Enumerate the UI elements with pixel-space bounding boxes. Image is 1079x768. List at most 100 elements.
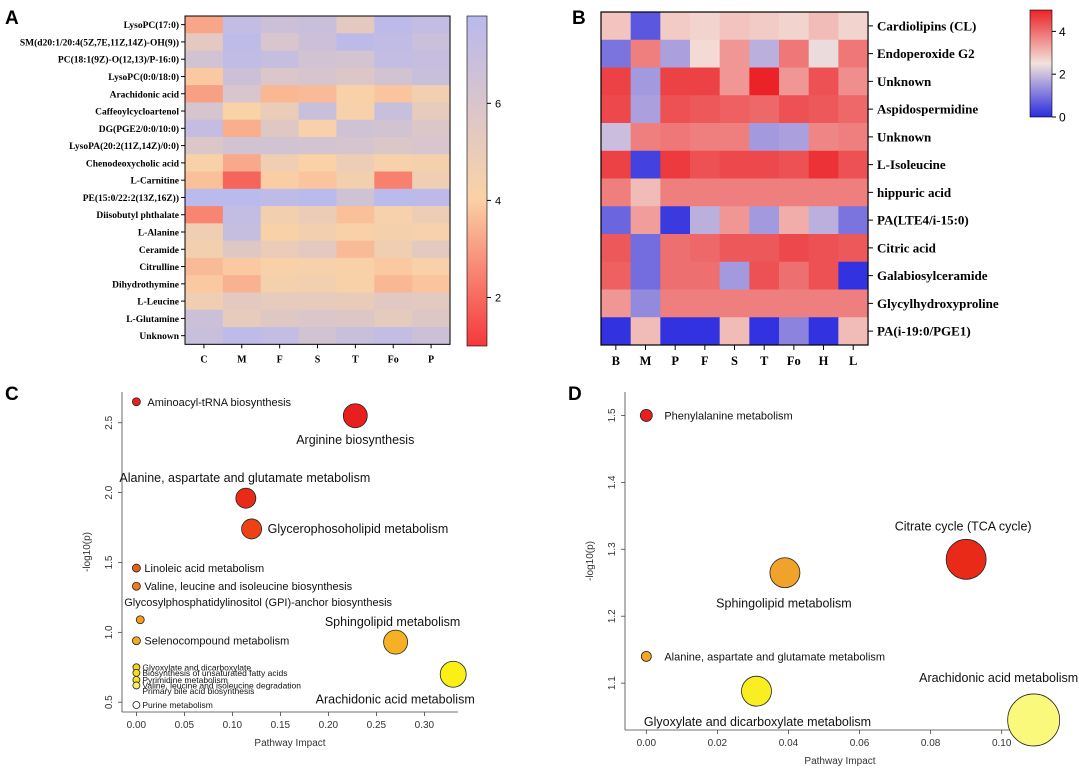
heat-cell [222, 171, 262, 190]
col-label: Fo [388, 354, 399, 365]
heatmap-b: Cardiolipins (CL) Endoperoxide G2 Unknown A… [600, 9, 1066, 368]
col-label: S [731, 354, 738, 368]
heat-cell [185, 85, 224, 103]
y-tick-label: 2.0 [104, 485, 115, 499]
heat-cell [412, 327, 451, 345]
heat-cell [336, 16, 375, 34]
heat-cell [690, 289, 721, 318]
heat-cell [260, 257, 299, 276]
heat-cell [374, 275, 413, 293]
heat-cell [260, 119, 299, 138]
row-label: Unknown [877, 74, 932, 89]
row-label: Cardiolipins (CL) [877, 18, 976, 33]
heat-cell [838, 234, 869, 263]
col-label: Fo [787, 354, 801, 368]
bubble-plot-c: 0.5 1.0 1.5 2.0 2.5 0.00 0.05 0.10 0.15 0.20 0.25 0… [82, 392, 475, 749]
heat-cell [298, 102, 337, 121]
heat-cell [185, 50, 224, 69]
heat-cell [749, 261, 780, 290]
heat-cell [222, 154, 262, 172]
y-tick-label: 1.5 [607, 408, 618, 422]
heat-cell [779, 261, 810, 290]
heat-cell [412, 188, 451, 207]
heat-cell [779, 12, 810, 41]
heat-cell [222, 119, 262, 138]
heat-cell [336, 240, 375, 259]
bubble [131, 581, 141, 591]
heat-cell [749, 12, 780, 41]
heat-cell [374, 154, 413, 172]
col-label: P [428, 354, 434, 365]
bubble [235, 487, 257, 509]
heat-cell [222, 206, 262, 224]
heat-cell [298, 33, 337, 51]
heat-cell [630, 289, 661, 318]
heat-cell [719, 206, 750, 235]
heat-cell [412, 136, 451, 155]
heat-cell [185, 67, 224, 86]
heat-cell [690, 150, 721, 179]
heat-cell [222, 85, 262, 103]
heat-cell [374, 67, 413, 86]
heat-cell [412, 33, 451, 51]
heat-cell [412, 257, 451, 276]
heat-cell [719, 67, 750, 96]
x-axis-label: Pathway Impact [254, 738, 325, 749]
heat-cell [336, 292, 375, 311]
heat-cell [630, 234, 661, 263]
heat-cell [260, 240, 299, 259]
heat-cell [838, 95, 869, 124]
heat-cell [222, 136, 262, 155]
heat-cell [260, 327, 299, 345]
x-tick-label: 0.10 [992, 738, 1012, 749]
heat-cell [298, 188, 337, 207]
heat-cell [749, 67, 780, 96]
bubble-label: Valine, leucine and isoleucine degradati… [142, 680, 301, 690]
heat-cell [749, 95, 780, 124]
heat-cell [374, 85, 413, 103]
colorbar-tick-label: 2 [495, 292, 501, 304]
heat-cell [336, 188, 375, 207]
row-label: LysoPA(20:2(11Z,14Z)/0:0) [69, 141, 179, 152]
heat-cell [374, 240, 413, 259]
heat-cell [260, 171, 299, 190]
bubble-label: Alanine, aspartate and glutamate metabol… [119, 471, 370, 485]
row-label: Glycylhydroxyproline [877, 296, 999, 311]
heat-cell [222, 275, 262, 293]
row-label: L-Glutamine [126, 315, 179, 325]
y-axis-label: -log10(p) [82, 532, 93, 572]
heat-cell [298, 309, 337, 328]
heat-cell [185, 257, 224, 276]
heat-cell [838, 12, 869, 41]
heat-cell [336, 154, 375, 172]
heat-cell [838, 123, 869, 152]
heat-cell [660, 234, 691, 263]
heat-cell [660, 95, 691, 124]
heat-cell [630, 123, 661, 152]
heat-cell [601, 39, 632, 68]
heat-cell [185, 33, 224, 51]
bubble-label: Pyrimidine metabolism [142, 675, 228, 685]
y-tick-label: 2.5 [104, 415, 115, 429]
heat-cell [374, 327, 413, 345]
bubble-label: Alanine, aspartate and glutamate metabol… [664, 651, 885, 663]
heat-cell [690, 317, 721, 346]
heat-cell [374, 50, 413, 69]
heat-cell [660, 39, 691, 68]
heat-cell [601, 95, 632, 124]
heat-cell [779, 317, 810, 346]
row-label: Galabiosylceramide [877, 268, 988, 283]
heat-cell [222, 102, 262, 121]
heat-cell [336, 223, 375, 242]
bubble [383, 629, 409, 655]
col-label: H [819, 354, 829, 368]
heat-cell [690, 12, 721, 41]
x-tick-label: 0.06 [850, 738, 870, 749]
heat-cell [630, 67, 661, 96]
row-label: Diisobutyl phthalate [96, 211, 179, 221]
heat-cell [412, 275, 451, 293]
heat-cell [808, 123, 839, 152]
heat-cell [838, 178, 869, 207]
heat-cell [222, 67, 262, 86]
